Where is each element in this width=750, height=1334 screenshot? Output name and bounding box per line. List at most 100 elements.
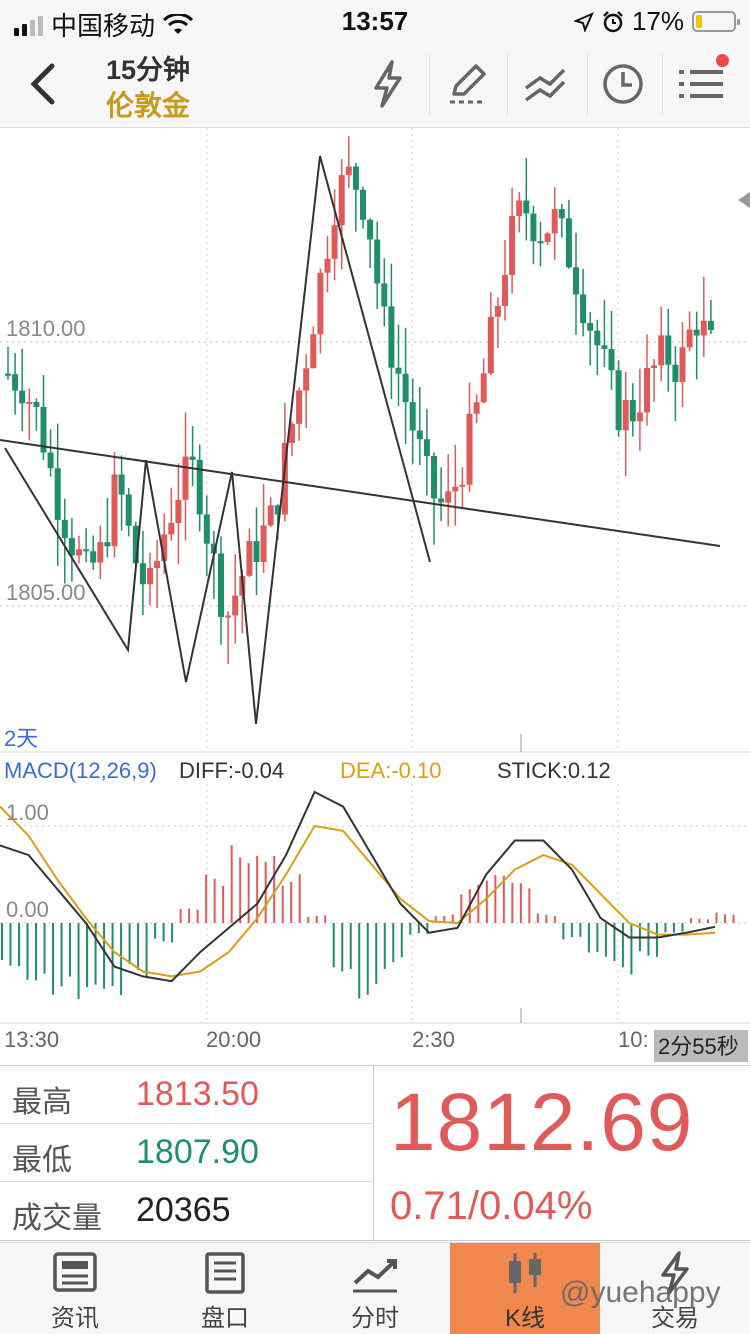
candle-body	[47, 452, 54, 469]
candle-body	[175, 499, 182, 523]
stat-volume: 成交量 20365	[0, 1182, 372, 1240]
macd-indicator-label[interactable]: MACD(12,26,9)	[4, 758, 157, 783]
tab-time-sharing-label: 分时	[351, 1305, 399, 1332]
clock-icon[interactable]	[595, 56, 651, 112]
candle-body	[139, 563, 146, 585]
kline-chart[interactable]: 1810.00 1805.00 2天 MACD(12,26,9) DIFF:-0…	[0, 128, 750, 1065]
macd-layer	[0, 790, 735, 1000]
price-change: 0.71/0.04%	[390, 1184, 593, 1228]
candle-body	[267, 505, 274, 526]
macd-stick-label: STICK:0.12	[497, 758, 611, 783]
candle-body	[409, 402, 416, 431]
high-value: 1813.50	[136, 1075, 259, 1113]
tab-bar: 资讯 盘口 分时 K线 交易	[0, 1242, 750, 1334]
candle-body	[168, 522, 175, 535]
price-pointer-icon	[738, 192, 750, 208]
chart-labels-layer: 1810.00 1805.00 2天 MACD(12,26,9) DIFF:-0…	[4, 192, 750, 1062]
candle-body	[40, 406, 47, 453]
candle-body	[189, 456, 196, 460]
macd-tick-0: 0.00	[6, 897, 49, 922]
tab-trade-label: 交易	[651, 1305, 699, 1332]
candle-body	[196, 459, 203, 515]
candle-body	[76, 549, 82, 556]
candle-body	[615, 370, 622, 431]
tab-kline[interactable]: K线	[450, 1243, 600, 1334]
candle-body	[423, 439, 430, 456]
candle-body	[345, 166, 352, 176]
candle-body	[104, 542, 111, 547]
candle-body	[580, 294, 587, 324]
tab-news[interactable]: 资讯	[0, 1243, 150, 1334]
toolbar-divider	[507, 54, 508, 116]
pencil-draw-icon[interactable]	[440, 56, 496, 112]
menu-list-button[interactable]	[675, 54, 731, 112]
candle-body	[310, 334, 317, 369]
tab-order-book[interactable]: 盘口	[150, 1243, 300, 1334]
time-sharing-icon	[353, 1259, 397, 1293]
price-label-1805: 1805.00	[6, 580, 86, 605]
candle-body	[132, 525, 139, 564]
stats-divider	[373, 1066, 374, 1242]
tab-news-label: 资讯	[51, 1305, 99, 1332]
candle-body	[54, 468, 61, 520]
candle-body	[61, 519, 68, 539]
volume-value: 20365	[136, 1191, 231, 1229]
high-label: 最高	[12, 1086, 72, 1119]
candle-body	[551, 209, 558, 234]
order-book-icon	[205, 1252, 245, 1294]
candle-body	[452, 486, 459, 492]
candle-body	[651, 365, 658, 369]
trendline-icon[interactable]	[518, 56, 574, 112]
tab-time-sharing[interactable]: 分时	[300, 1243, 450, 1334]
trendline-drawing	[0, 439, 721, 547]
macd-diff-line	[0, 790, 716, 983]
back-icon[interactable]	[24, 60, 64, 108]
toolbar-divider	[587, 54, 588, 116]
candle-body	[636, 412, 643, 422]
candle-body	[686, 329, 693, 348]
notification-dot	[716, 54, 729, 67]
candle-body	[658, 335, 665, 366]
candle-body	[672, 364, 679, 382]
tab-trade[interactable]: 交易	[600, 1243, 750, 1334]
candle-body	[487, 316, 494, 374]
candle-body	[125, 494, 132, 526]
macd-diff-label: DIFF:-0.04	[179, 758, 284, 783]
candle-body	[260, 525, 267, 562]
candle-body	[12, 374, 19, 391]
candle-body	[5, 373, 11, 376]
menu-list-icon	[679, 70, 723, 98]
candle-body	[90, 551, 97, 563]
status-right: 17%	[573, 6, 740, 37]
candle-body	[68, 538, 75, 556]
current-price: 1812.69	[390, 1077, 694, 1168]
instrument-name: 伦敦金	[106, 90, 191, 121]
candle-body	[338, 175, 345, 226]
tab-kline-label: K线	[504, 1305, 545, 1332]
candle-body	[402, 373, 409, 403]
candle-body	[601, 345, 608, 350]
candle-body	[459, 484, 466, 487]
status-left: 中国移动	[14, 6, 194, 43]
time-label-3: 2:30	[412, 1027, 455, 1052]
candle-body	[388, 306, 395, 368]
time-label-1: 13:30	[4, 1027, 59, 1052]
toolbar-divider	[662, 54, 663, 116]
zigzag-drawing	[4, 155, 431, 725]
volume-label: 成交量	[12, 1202, 102, 1235]
tab-order-book-label: 盘口	[201, 1305, 249, 1332]
candle-body	[374, 239, 381, 284]
candle-body	[218, 553, 224, 617]
candle-body	[502, 275, 508, 306]
candle-body	[317, 272, 324, 335]
candle-body	[445, 491, 452, 503]
candle-body	[182, 456, 189, 500]
battery-percent: 17%	[631, 6, 684, 36]
candle-body	[19, 390, 26, 404]
candle-body	[360, 189, 366, 220]
macd-dea-label: DEA:-0.10	[340, 758, 442, 783]
candle-body	[608, 349, 615, 371]
flash-icon[interactable]	[360, 56, 416, 112]
candle-body	[111, 474, 118, 547]
